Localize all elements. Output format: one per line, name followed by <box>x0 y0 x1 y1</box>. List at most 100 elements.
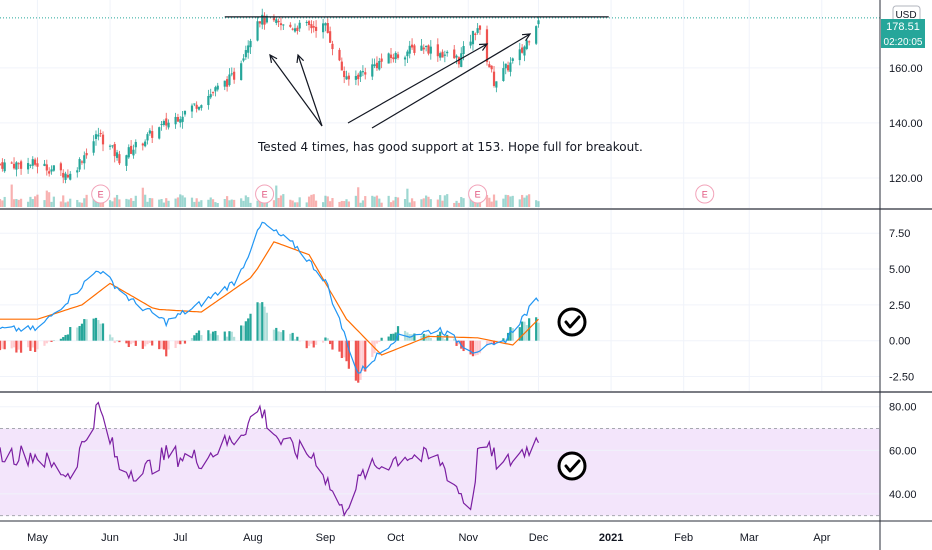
volume-bar <box>193 201 196 207</box>
macd-histogram-bar <box>361 340 365 371</box>
volume-bar <box>83 198 86 207</box>
candle <box>329 31 332 43</box>
price-axis-ticks: 160.00 140.00 120.00 <box>889 63 923 185</box>
candle <box>167 122 170 128</box>
volume-bar <box>256 200 259 207</box>
macd-histogram-bar <box>462 340 465 352</box>
candle <box>338 49 341 61</box>
volume-bar <box>523 197 526 207</box>
volume-bar <box>1 200 4 207</box>
macd-histogram-bar <box>329 340 332 345</box>
macd-line <box>0 221 539 374</box>
volume-bar <box>62 195 65 207</box>
volume-bar <box>209 197 212 207</box>
macd-histogram-bar <box>127 340 130 347</box>
macd-histogram-bar <box>312 340 315 348</box>
macd-histogram-bar <box>36 340 39 350</box>
volume-bar <box>242 200 245 207</box>
volume-bar <box>408 202 411 207</box>
candle <box>249 40 252 48</box>
check-icon <box>557 451 587 481</box>
macd-histogram-bar <box>244 321 247 341</box>
volume-bar <box>64 202 67 207</box>
macd-histogram-bar <box>528 318 531 341</box>
volume-bar <box>12 199 16 207</box>
candle <box>488 64 491 68</box>
macd-histogram-bar <box>420 335 423 341</box>
macd-histogram-bar <box>94 317 98 341</box>
candle <box>429 46 432 54</box>
candle <box>324 23 327 26</box>
price-pane[interactable]: Tested 4 times, has good support at 153.… <box>0 0 880 208</box>
volume-bar <box>207 199 210 207</box>
volume-bar <box>518 199 521 207</box>
candle <box>50 169 53 172</box>
volume-bar <box>347 201 350 207</box>
axis-tick-label: 0.00 <box>889 336 910 348</box>
macd-histogram-bar <box>181 340 184 342</box>
candle <box>59 163 62 171</box>
earnings-marker-circle <box>255 184 275 204</box>
price-axis[interactable]: 160.00 140.00 120.00 USD 178.51 02:20:05 <box>881 5 925 185</box>
earnings-marker-label: E <box>702 190 708 200</box>
volume-bar <box>392 200 395 207</box>
candle <box>151 131 154 138</box>
macd-histogram-bar <box>34 340 37 352</box>
candle <box>314 26 318 31</box>
candle <box>85 153 88 156</box>
volume-bar <box>223 199 226 207</box>
candle <box>504 63 507 69</box>
candle <box>535 26 538 44</box>
candle <box>207 95 210 106</box>
candle <box>34 159 37 165</box>
macd-histogram-bar <box>249 313 252 341</box>
time-axis[interactable]: May Jun Jul Aug Sep Oct Nov Dec 2021 Feb Mar Apr <box>27 532 831 544</box>
volume-bar <box>422 198 425 207</box>
volume-bar <box>17 199 20 207</box>
volume-bar <box>322 202 325 207</box>
last-price-box <box>881 19 925 34</box>
volume-bar <box>19 198 23 207</box>
earnings-marker: E <box>255 184 275 204</box>
axis-tick-label: 60.00 <box>889 445 917 457</box>
macd-pane[interactable]: 7.50 5.00 2.50 0.00 -2.50 <box>0 210 914 391</box>
rsi-gridlines <box>0 406 880 495</box>
rsi-pane[interactable]: 80.00 60.00 40.00 <box>0 401 917 517</box>
candle <box>265 16 269 23</box>
macd-histogram-bar <box>326 338 329 341</box>
volume-bar <box>162 202 165 207</box>
volume-bar <box>504 194 507 207</box>
volume-bar <box>446 194 449 207</box>
volume-bar <box>521 194 524 207</box>
candle <box>69 173 72 180</box>
volume-bar <box>291 200 294 207</box>
candle <box>460 53 463 67</box>
macd-histogram-bar <box>69 327 72 341</box>
macd-histogram-bar <box>193 335 196 341</box>
volume-bar <box>85 194 88 207</box>
macd-histogram-bar <box>111 337 114 341</box>
last-price-value: 178.51 <box>886 21 920 33</box>
volume-bar <box>457 202 461 207</box>
axis-tick-label: 80.00 <box>889 402 917 414</box>
volume-bar <box>441 200 444 207</box>
time-axis-label: Nov <box>458 532 478 544</box>
candle <box>521 47 524 53</box>
macd-histogram-bar <box>277 331 280 341</box>
macd-histogram-bar <box>228 331 231 341</box>
volume-bar <box>275 185 278 207</box>
volume-bar <box>115 194 119 207</box>
volume-bar <box>380 202 383 207</box>
candle <box>211 92 215 94</box>
candle <box>502 68 505 81</box>
volume-bar <box>490 201 493 207</box>
candle <box>380 58 383 62</box>
candle <box>29 164 32 166</box>
macd-histogram-bar <box>258 303 261 341</box>
volume-bar <box>305 202 308 207</box>
candle <box>45 164 48 171</box>
macd-histogram-bar <box>525 325 528 341</box>
volume-bar <box>406 188 409 207</box>
